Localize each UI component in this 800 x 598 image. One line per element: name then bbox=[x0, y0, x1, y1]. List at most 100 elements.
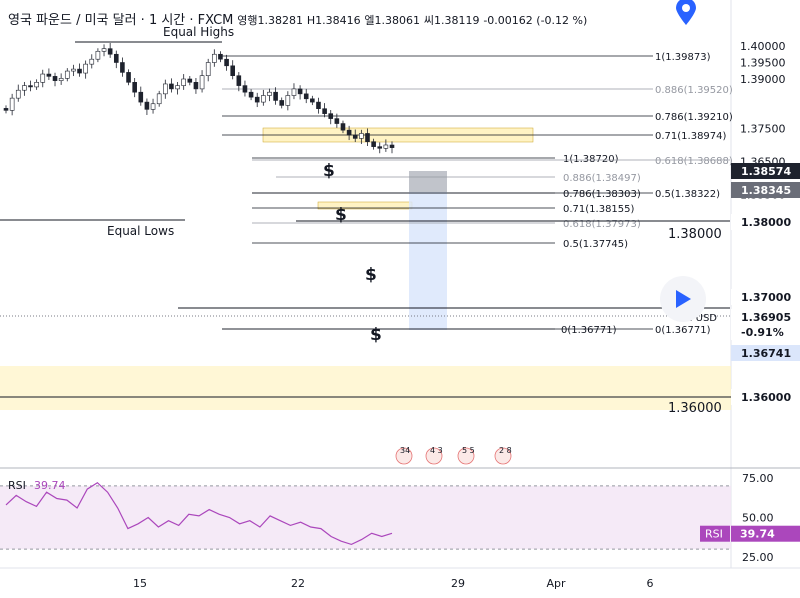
demand-zone bbox=[0, 366, 731, 410]
candle-body bbox=[328, 113, 334, 119]
price-axis-tick: 1.39000 bbox=[740, 73, 786, 86]
replay-button[interactable] bbox=[660, 276, 706, 322]
candle-body bbox=[205, 62, 211, 76]
candle-body bbox=[218, 53, 223, 60]
price-tag-bg bbox=[731, 214, 800, 230]
candle-body bbox=[303, 93, 309, 100]
candle-body bbox=[297, 88, 303, 95]
fib-level-label: 1(1.38720) bbox=[563, 154, 619, 165]
candle-body bbox=[52, 76, 58, 81]
rsi-value: 39.74 bbox=[34, 479, 66, 492]
candle-body bbox=[236, 75, 242, 86]
change-value: -0.00162 (-0.12 %) bbox=[483, 14, 588, 27]
candle-body bbox=[113, 53, 119, 63]
candle-body bbox=[389, 144, 395, 148]
rsi-title: RSI bbox=[8, 479, 26, 492]
candle-body bbox=[346, 129, 352, 136]
event-count: 5 5 bbox=[462, 446, 475, 455]
candle-body bbox=[310, 98, 315, 103]
candle-body bbox=[3, 108, 9, 111]
price-tag: 1.38000 bbox=[741, 216, 791, 229]
fib-level-label: 0.786(1.38303) bbox=[563, 189, 641, 200]
candle-body bbox=[181, 78, 186, 86]
close-label: 씨 bbox=[423, 14, 434, 27]
candle-body bbox=[77, 68, 82, 74]
time-axis-tick: 22 bbox=[291, 577, 305, 590]
rsi-tag-label: RSI bbox=[705, 528, 723, 541]
candle-body bbox=[83, 63, 88, 74]
symbol-title[interactable]: 영국 파운드 / 미국 달러 · 1 시간 · FXCM bbox=[8, 13, 234, 28]
candle-body bbox=[126, 72, 131, 83]
price-tag-bg bbox=[731, 389, 800, 405]
fib-level-label: 0.5(1.38322) bbox=[655, 189, 720, 200]
fib-level-label: 0.786(1.39210) bbox=[655, 112, 733, 123]
time-axis-tick: 29 bbox=[451, 577, 465, 590]
location-pin-icon[interactable] bbox=[674, 0, 698, 26]
event-count: 2 8 bbox=[499, 446, 512, 455]
liquidity-dollar-mark: $ bbox=[365, 265, 377, 285]
candle-body bbox=[89, 58, 95, 65]
candle-body bbox=[383, 144, 389, 149]
equal-highs-label: Equal Highs bbox=[163, 25, 234, 39]
candle-body bbox=[261, 95, 266, 103]
candle-body bbox=[120, 62, 125, 73]
candle-body bbox=[138, 91, 144, 103]
open-value: 1.38281 bbox=[257, 14, 303, 27]
price-tag-bg bbox=[731, 182, 800, 198]
price-tag: 1.38345 bbox=[741, 184, 791, 197]
event-count: 34 bbox=[400, 446, 410, 455]
event-flag-icon bbox=[457, 447, 475, 465]
candle-body bbox=[156, 93, 162, 105]
high-label: H bbox=[306, 14, 316, 27]
fib-level-label: 1(1.39873) bbox=[655, 52, 711, 63]
candle-body bbox=[365, 133, 370, 142]
candle-body bbox=[279, 100, 285, 106]
candle-body bbox=[9, 97, 15, 111]
position-target-box bbox=[409, 192, 447, 330]
candle-body bbox=[224, 58, 229, 67]
candle-body bbox=[340, 123, 346, 131]
candle-body bbox=[377, 146, 383, 149]
candle-body bbox=[352, 134, 358, 139]
event-flag-icon bbox=[395, 447, 413, 465]
level-136000-label: 1.36000 bbox=[668, 401, 722, 416]
fib-level-label: 0.71(1.38155) bbox=[563, 204, 635, 215]
candle-body bbox=[132, 82, 137, 93]
price-tag: 1.38574 bbox=[741, 165, 791, 178]
candle-body bbox=[187, 78, 193, 83]
candle-body bbox=[40, 73, 46, 83]
price-tag: 1.37000 bbox=[741, 291, 791, 304]
candle-body bbox=[359, 133, 364, 139]
price-tag-bg bbox=[731, 289, 800, 305]
candle-body bbox=[273, 91, 278, 101]
event-flag-icon bbox=[425, 447, 443, 465]
fib-level-label: 0.886(1.39520) bbox=[655, 85, 733, 96]
price-tag-bg bbox=[731, 309, 800, 325]
candle-body bbox=[101, 48, 107, 52]
candle-body bbox=[22, 85, 27, 91]
candle-body bbox=[322, 108, 327, 114]
rsi-axis-tick: 25.00 bbox=[742, 551, 774, 564]
fib-level-label: 0.618(1.37973) bbox=[563, 219, 641, 230]
symbol-header: 영국 파운드 / 미국 달러 · 1 시간 · FXCM 영행1.38281 H… bbox=[8, 9, 587, 28]
fib-level-label: 0.5(1.37745) bbox=[563, 239, 628, 250]
rsi-tag-bg bbox=[700, 525, 730, 542]
price-axis-tick: 1.37500 bbox=[740, 123, 786, 136]
time-axis-tick: 6 bbox=[647, 577, 654, 590]
candle-body bbox=[28, 85, 33, 88]
event-count: 4 3 bbox=[430, 446, 443, 455]
candle-body bbox=[267, 91, 272, 96]
candle-body bbox=[46, 73, 52, 77]
candle-body bbox=[64, 70, 70, 79]
price-tag: 1.36905 bbox=[741, 311, 791, 324]
candle-body bbox=[144, 101, 150, 110]
price-axis-tick: 1.39500 bbox=[740, 57, 786, 70]
time-axis-tick: Apr bbox=[546, 577, 566, 590]
rsi-axis-tick: 75.00 bbox=[742, 472, 774, 485]
low-value: 1.38061 bbox=[374, 14, 421, 27]
candle-body bbox=[254, 96, 260, 103]
rsi-line bbox=[5, 481, 393, 546]
price-tag: -0.91% bbox=[741, 326, 784, 339]
